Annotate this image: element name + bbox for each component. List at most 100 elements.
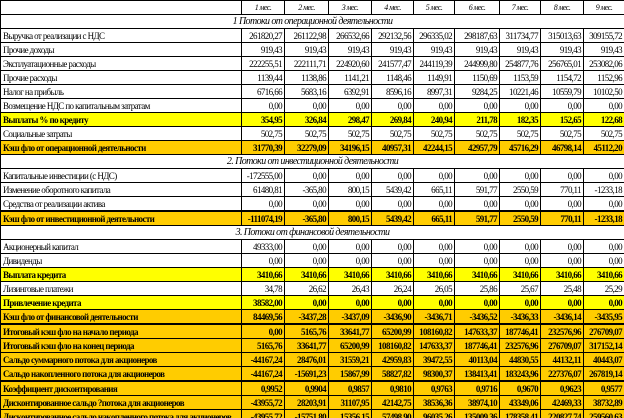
value-cell[interactable]: 108160,82 [371, 338, 414, 353]
value-cell[interactable]: 8997,31 [413, 84, 455, 99]
value-cell[interactable]: 15356,15 [328, 409, 372, 418]
row-label-cell[interactable]: Возмещение НДС по капитальным затратам [0, 98, 242, 113]
value-cell[interactable]: 298,47 [328, 112, 372, 127]
value-cell[interactable]: 311734,77 [499, 28, 541, 43]
value-cell[interactable]: 122,68 [583, 112, 624, 127]
value-cell[interactable]: 354,95 [241, 112, 285, 127]
value-cell[interactable]: 256765,01 [540, 56, 584, 71]
value-cell[interactable]: 298187,63 [454, 28, 500, 43]
value-cell[interactable]: 5439,42 [371, 182, 414, 197]
value-cell[interactable]: 25,86 [454, 281, 500, 296]
value-cell[interactable]: 0,00 [499, 98, 541, 113]
value-cell[interactable]: 34196,15 [328, 140, 372, 155]
value-cell[interactable]: 0,00 [328, 196, 372, 212]
value-cell[interactable]: 276709,07 [583, 323, 624, 339]
row-label-cell[interactable]: Итоговый кэш фло на начало периода [0, 323, 242, 339]
value-cell[interactable]: 919,43 [328, 42, 372, 57]
value-cell[interactable]: 3410,66 [540, 267, 584, 282]
row-label-cell[interactable]: Эксплуатационные расходы [0, 56, 242, 71]
value-cell[interactable]: 919,43 [540, 42, 584, 57]
value-cell[interactable]: 0,00 [454, 168, 500, 183]
value-cell[interactable]: 42244,15 [413, 140, 455, 155]
row-label-cell[interactable]: Дисконтированное сальдо накопленного пот… [0, 409, 242, 418]
value-cell[interactable]: 227376,07 [540, 366, 584, 382]
value-cell[interactable]: 0,00 [284, 253, 329, 268]
value-cell[interactable]: 135009,36 [454, 409, 500, 418]
row-label-cell[interactable]: Лизинговые платежи [0, 281, 242, 296]
value-cell[interactable]: 0,00 [413, 253, 455, 268]
value-cell[interactable]: 665,11 [413, 182, 455, 197]
value-cell[interactable]: -44167,24 [241, 366, 285, 382]
value-cell[interactable]: -44167,24 [241, 352, 285, 367]
value-cell[interactable]: 57498,90 [371, 409, 414, 418]
value-cell[interactable]: 0,00 [371, 239, 414, 254]
row-label-cell[interactable]: Выплаты % по кредиту [0, 112, 242, 127]
value-cell[interactable]: 919,43 [371, 42, 414, 57]
value-cell[interactable]: 502,75 [454, 126, 500, 141]
value-cell[interactable]: 591,77 [454, 210, 500, 226]
row-label-cell[interactable]: Изменение оборотного капитала [0, 182, 242, 197]
header-label-cell[interactable] [0, 0, 242, 15]
value-cell[interactable]: 1150,69 [454, 70, 500, 85]
value-cell[interactable]: 5165,76 [241, 338, 285, 353]
value-cell[interactable]: 1141,21 [328, 70, 372, 85]
value-cell[interactable]: 44830,55 [499, 352, 541, 367]
value-cell[interactable]: 0,00 [284, 196, 329, 212]
value-cell[interactable]: 1153,59 [499, 70, 541, 85]
value-cell[interactable]: 292132,56 [371, 28, 414, 43]
value-cell[interactable]: 32279,09 [284, 140, 329, 155]
row-label-cell[interactable]: Кэш фло от операционной деятельности [0, 140, 242, 155]
value-cell[interactable]: 45716,29 [499, 140, 541, 155]
value-cell[interactable]: 0,00 [454, 98, 500, 113]
value-cell[interactable]: 3410,66 [328, 267, 372, 282]
value-cell[interactable]: 0,00 [328, 253, 372, 268]
month-header-cell[interactable]: 4 мес. [371, 0, 414, 15]
value-cell[interactable]: 261820,27 [241, 28, 285, 43]
row-label-cell[interactable]: Средства от реализации актива [0, 196, 242, 212]
value-cell[interactable]: -3436,14 [540, 309, 584, 325]
month-header-cell[interactable]: 9 мес. [583, 0, 624, 15]
value-cell[interactable]: 0,9670 [499, 380, 541, 396]
value-cell[interactable]: 0,00 [540, 98, 584, 113]
value-cell[interactable]: 919,43 [413, 42, 455, 57]
value-cell[interactable]: 40113,04 [454, 352, 500, 367]
value-cell[interactable]: 147633,37 [454, 323, 500, 339]
month-header-cell[interactable]: 6 мес. [454, 0, 500, 15]
value-cell[interactable]: 0,00 [454, 253, 500, 268]
value-cell[interactable]: 0,00 [413, 98, 455, 113]
value-cell[interactable]: 1149,91 [413, 70, 455, 85]
value-cell[interactable]: 0,00 [241, 98, 285, 113]
value-cell[interactable]: 0,00 [583, 98, 624, 113]
value-cell[interactable]: 38536,36 [413, 395, 455, 410]
value-cell[interactable]: -43955,72 [241, 395, 285, 410]
month-header-cell[interactable]: 3 мес. [328, 0, 372, 15]
value-cell[interactable]: 0,00 [241, 323, 285, 339]
value-cell[interactable]: 919,43 [241, 42, 285, 57]
value-cell[interactable]: 38582,00 [241, 295, 285, 310]
value-cell[interactable]: 0,00 [371, 98, 414, 113]
value-cell[interactable]: 26,24 [371, 281, 414, 296]
section-title[interactable]: 1 Потоки от операционной деятельности [0, 14, 624, 29]
value-cell[interactable]: 0,00 [454, 295, 500, 310]
row-label-cell[interactable]: Выручка от реализации с НДС [0, 28, 242, 43]
value-cell[interactable]: 502,75 [328, 126, 372, 141]
value-cell[interactable]: 147633,37 [413, 338, 455, 353]
value-cell[interactable]: 665,11 [413, 210, 455, 226]
value-cell[interactable]: 220827,74 [540, 409, 584, 418]
value-cell[interactable]: 1138,86 [284, 70, 329, 85]
value-cell[interactable]: 42957,79 [454, 140, 500, 155]
value-cell[interactable]: 502,75 [284, 126, 329, 141]
value-cell[interactable]: 2550,59 [499, 182, 541, 197]
month-header-cell[interactable]: 1 мес. [241, 0, 285, 15]
row-label-cell[interactable]: Акционерный капитал [0, 239, 242, 254]
row-label-cell[interactable]: Кэш фло от финансовой деятельности [0, 309, 242, 325]
value-cell[interactable]: 0,00 [583, 168, 624, 183]
value-cell[interactable]: 222255,51 [241, 56, 285, 71]
value-cell[interactable]: 3410,66 [583, 267, 624, 282]
value-cell[interactable]: 28476,01 [284, 352, 329, 367]
value-cell[interactable]: 10559,79 [540, 84, 584, 99]
row-label-cell[interactable]: Социальные затраты [0, 126, 242, 141]
value-cell[interactable]: 3410,66 [499, 267, 541, 282]
row-label-cell[interactable]: Дивиденды [0, 253, 242, 268]
value-cell[interactable]: 26,43 [328, 281, 372, 296]
